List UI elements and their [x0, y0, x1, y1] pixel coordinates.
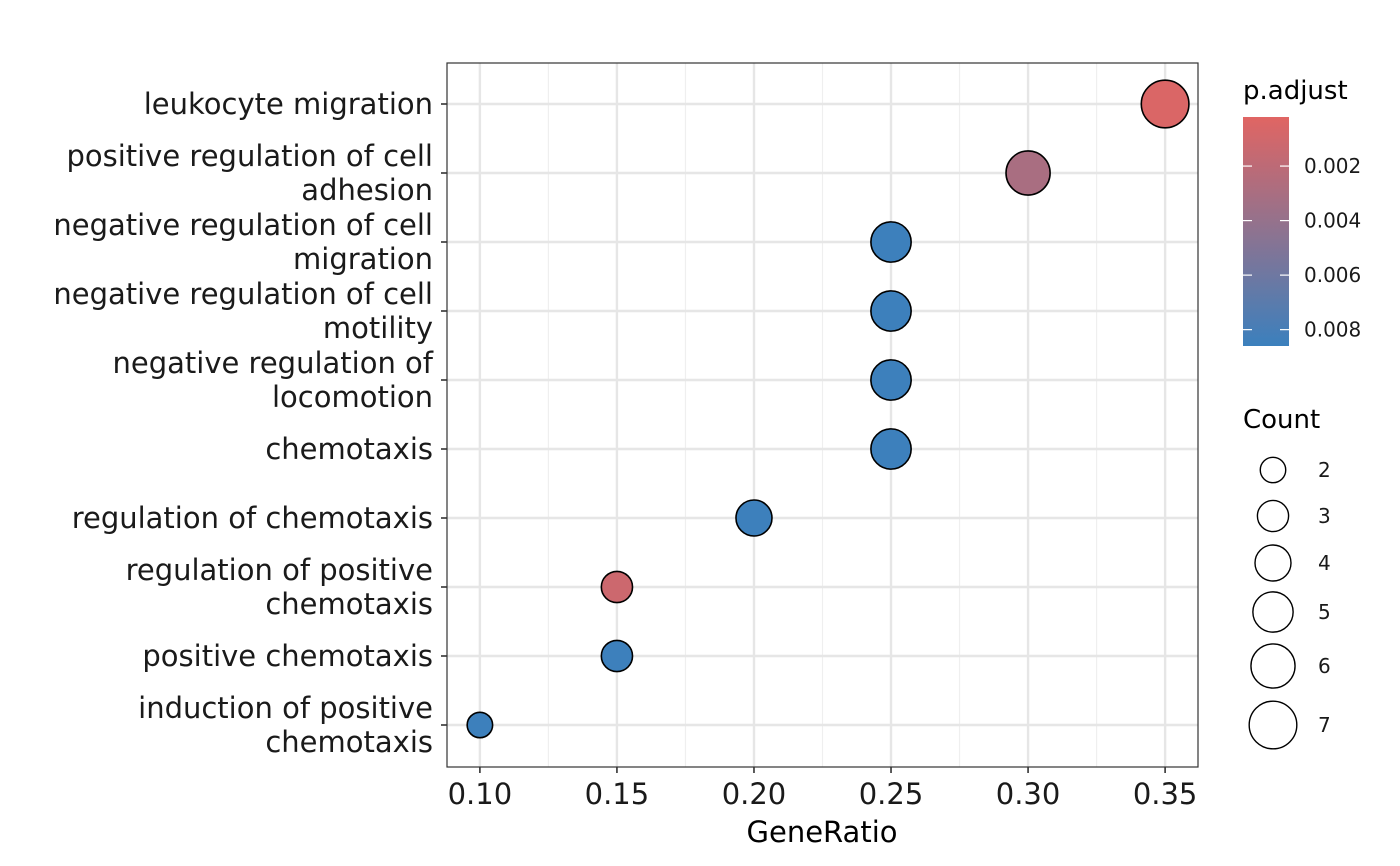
y-tick-label: chemotaxis: [265, 725, 433, 759]
size-legend-label: 4: [1318, 551, 1331, 575]
size-legend: Count 2 3 4 5 6 7: [1243, 405, 1331, 750]
color-legend-label: 0.002: [1304, 154, 1361, 178]
size-legend-label: 5: [1318, 600, 1331, 624]
size-legend-label: 3: [1318, 504, 1331, 528]
data-point: [735, 499, 773, 537]
data-point: [870, 359, 912, 401]
size-legend-label: 6: [1318, 654, 1331, 678]
y-tick-label: locomotion: [272, 380, 433, 414]
y-tick-label: chemotaxis: [265, 432, 433, 466]
x-tick-label: 0.10: [448, 777, 513, 811]
color-legend-label: 0.006: [1304, 263, 1361, 287]
data-point: [870, 221, 912, 263]
size-legend-circle: [1252, 591, 1294, 633]
data-point: [466, 711, 494, 739]
x-axis: 0.10 0.15 0.20 0.25 0.30 0.35: [448, 767, 1198, 811]
y-tick-label: chemotaxis: [265, 587, 433, 621]
y-axis: leukocyte migration positive regulation o…: [53, 87, 447, 759]
size-legend-circle: [1256, 499, 1290, 533]
size-legend-circle: [1254, 544, 1292, 582]
color-legend-title: p.adjust: [1243, 76, 1348, 106]
size-legend-circle: [1259, 456, 1287, 484]
size-legend-title: Count: [1243, 405, 1320, 435]
size-legend-label: 7: [1318, 713, 1331, 737]
data-point: [1005, 150, 1051, 196]
color-legend-label: 0.008: [1304, 318, 1361, 342]
data-point: [600, 639, 634, 673]
y-tick-label: migration: [293, 242, 433, 276]
data-point: [600, 570, 634, 604]
data-points: [466, 79, 1190, 739]
size-legend-label: 2: [1318, 458, 1331, 482]
color-legend-label: 0.004: [1304, 209, 1361, 233]
x-tick-label: 0.15: [585, 777, 650, 811]
y-tick-label: motility: [323, 311, 433, 345]
y-tick-label: negative regulation of cell: [53, 208, 433, 242]
y-tick-label: positive regulation of cell: [66, 139, 433, 173]
y-tick-label: leukocyte migration: [144, 87, 433, 121]
x-tick-label: 0.25: [859, 777, 924, 811]
plot-border: [446, 62, 1199, 768]
y-tick-label: positive chemotaxis: [142, 639, 433, 673]
y-tick-label: adhesion: [301, 173, 433, 207]
x-tick-label: 0.30: [996, 777, 1061, 811]
data-point: [1140, 79, 1190, 129]
x-tick-label: 0.20: [722, 777, 787, 811]
y-tick-label: negative regulation of cell: [53, 277, 433, 311]
size-legend-circle: [1248, 700, 1298, 750]
y-tick-label: induction of positive: [138, 691, 433, 725]
data-point: [870, 428, 912, 470]
y-tick-label: negative regulation of: [112, 346, 433, 380]
grid-lines: [447, 63, 1198, 767]
color-legend-bar: [1243, 117, 1289, 346]
x-axis-title: GeneRatio: [747, 815, 898, 849]
color-legend: p.adjust 0.002 0.004 0.006 0.008: [1243, 76, 1361, 346]
x-tick-label: 0.35: [1133, 777, 1198, 811]
y-tick-label: regulation of chemotaxis: [72, 501, 433, 535]
data-point: [870, 290, 912, 332]
y-tick-label: regulation of positive: [126, 553, 433, 587]
size-legend-circle: [1250, 643, 1296, 689]
